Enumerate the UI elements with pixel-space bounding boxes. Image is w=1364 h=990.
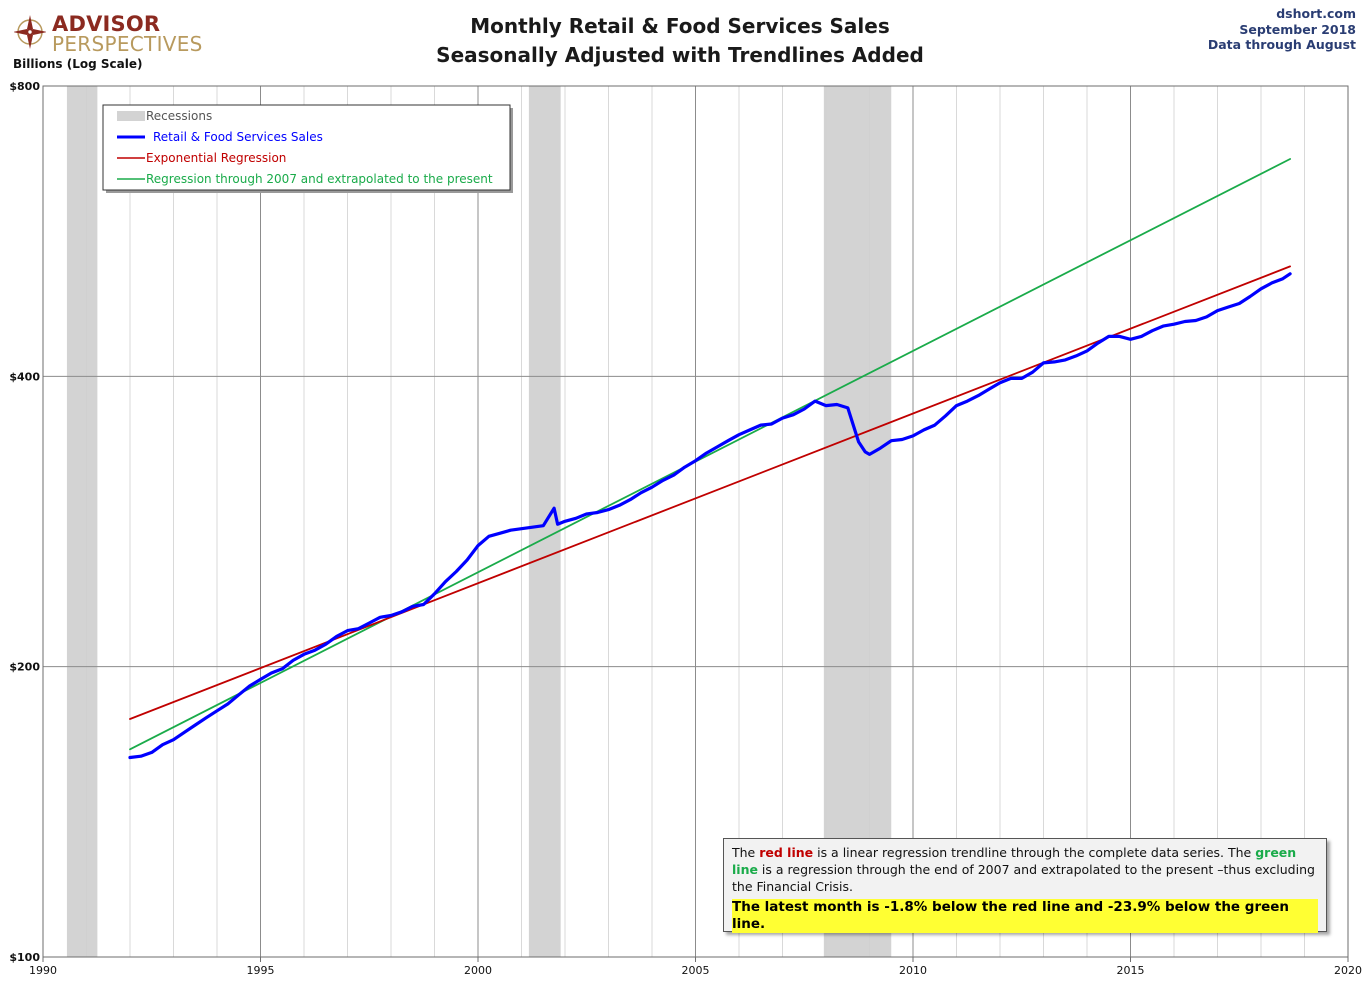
series-line-exponential-regression	[129, 265, 1291, 720]
axes: 1990 1995 2000 2005 2010 2015 2020 $100 $200 $400…	[9, 80, 1362, 977]
note-text-1: The	[732, 845, 760, 860]
note-green-line-label: green line	[732, 845, 1297, 877]
logo-subtitle: PERSPECTIVES	[52, 32, 203, 56]
y-tick-label: $400	[9, 370, 40, 383]
grid-lines	[43, 86, 1348, 957]
x-tick-label: 2000	[464, 964, 492, 977]
note-highlight: The latest month is -1.8% below the red …	[732, 899, 1318, 933]
compass-rose-icon	[14, 15, 46, 49]
series-lines	[128, 158, 1292, 760]
x-tick-label: 2020	[1334, 964, 1362, 977]
x-tick-label: 2015	[1117, 964, 1145, 977]
chart-title-line1: Monthly Retail & Food Services Sales	[470, 14, 890, 38]
source-date: September 2018	[1239, 21, 1356, 37]
y-tick-label: $800	[9, 80, 40, 93]
legend: Recessions Retail & Food Services Sales Ex…	[102, 104, 513, 193]
chart-title-line2: Seasonally Adjusted with Trendlines Adde…	[436, 43, 924, 67]
series-line-regression-2007	[129, 158, 1291, 751]
note-red-line-label: red line	[759, 845, 814, 860]
note-text-2: is a linear regression trendline through…	[813, 845, 1256, 860]
note-text-3: is a regression through the end of 2007 …	[732, 862, 1315, 894]
source-site: dshort.com	[1276, 6, 1356, 21]
logo-title: ADVISOR	[52, 12, 161, 36]
annotation-box: The red line is a linear regression tren…	[723, 838, 1327, 933]
x-tick-label: 1990	[29, 964, 57, 977]
source-data-range: Data through August	[1207, 37, 1356, 52]
y-axis-caption: Billions (Log Scale)	[13, 57, 143, 71]
advisor-perspectives-logo: ADVISOR PERSPECTIVES	[14, 10, 204, 56]
chart-title: Monthly Retail & Food Services Sales Sea…	[380, 12, 980, 70]
legend-swatch-recessions	[117, 111, 145, 121]
legend-label: Regression through 2007 and extrapolated…	[146, 172, 493, 186]
y-tick-label: $100	[9, 951, 40, 964]
source-info: dshort.com September 2018 Data through A…	[1208, 6, 1356, 53]
x-tick-label: 1995	[247, 964, 275, 977]
legend-label: Recessions	[146, 109, 212, 123]
y-tick-label: $200	[9, 661, 40, 674]
legend-label: Exponential Regression	[146, 151, 286, 165]
legend-label: Retail & Food Services Sales	[153, 130, 323, 144]
recession-bands	[66, 86, 892, 957]
recession-band	[823, 86, 892, 957]
x-tick-label: 2005	[682, 964, 710, 977]
x-tick-label: 2010	[899, 964, 927, 977]
series-line-sales	[128, 272, 1292, 760]
recession-band	[66, 86, 98, 957]
legend-box	[102, 104, 511, 191]
